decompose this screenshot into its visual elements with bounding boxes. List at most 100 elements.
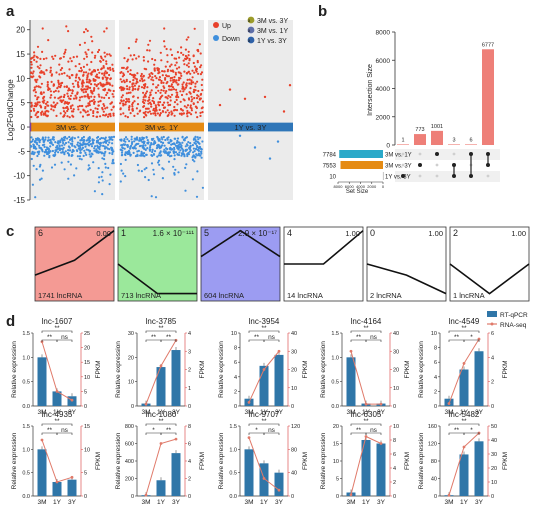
d-right-axis-title: FPKM (95, 360, 102, 378)
a-point-down (181, 135, 184, 138)
a-point-up (196, 59, 199, 63)
a-point-down (140, 150, 143, 153)
a-point-up (188, 59, 191, 62)
d-right-tick-label: 4 (393, 466, 396, 472)
a-point-up (194, 111, 197, 114)
a-point-up (40, 82, 44, 85)
a-point-up (170, 88, 173, 91)
a-point-down (67, 141, 70, 144)
d-rnaseq-point (364, 402, 368, 406)
a-point-up (60, 82, 63, 85)
a-point-down (151, 148, 154, 151)
a-point-down (111, 152, 114, 156)
a-point-up (200, 71, 204, 74)
a-point-up (75, 55, 79, 58)
a-point-up (56, 102, 59, 105)
d-gene-title: lnc-6305 (351, 410, 382, 419)
a-point-up (88, 102, 91, 105)
a-point-up (91, 51, 94, 54)
a-point-up (38, 75, 41, 78)
a-point-down (45, 150, 48, 153)
a-point-down (191, 158, 194, 161)
a-point-down (184, 189, 187, 192)
a-point-down (121, 147, 124, 150)
d-x-tick-label: 3M (244, 409, 253, 416)
d-right-tick-label: 40 (291, 471, 297, 477)
a-point-up (121, 75, 124, 78)
a-legend-down-label: Down (222, 36, 240, 43)
a-point-up (125, 85, 129, 88)
a-point-down (84, 151, 87, 154)
d-sig-bracket (463, 432, 480, 435)
a-point-up (53, 96, 57, 99)
a-point-up (94, 75, 97, 78)
d-sig-bracket (56, 339, 73, 342)
a-point-up (67, 102, 70, 105)
a-point-up (120, 80, 123, 83)
a-point-up (67, 60, 70, 63)
a-point-up (179, 90, 182, 93)
d-left-tick-label: 80 (431, 459, 437, 465)
a-point-up (36, 101, 39, 104)
a-point-down (196, 141, 199, 144)
a-point-up (157, 67, 160, 70)
a-point-up (46, 101, 49, 104)
a-point-up (95, 115, 98, 118)
a-point-up (131, 85, 134, 88)
d-sig-label: ** (261, 325, 267, 332)
a-point-down (145, 166, 148, 170)
a-point-up (144, 110, 147, 113)
a-point-down (38, 144, 41, 147)
c-cluster-count: 1 lncRNA (453, 291, 485, 300)
a-point-up (187, 65, 190, 68)
d-left-axis-title: Relative expression (418, 432, 425, 489)
a-point-up (125, 80, 128, 83)
a-point-down (150, 195, 153, 198)
a-point-down (68, 135, 71, 139)
d-x-tick-label: 3M (141, 409, 150, 416)
a-point-up (97, 104, 100, 107)
a-point-down (81, 146, 85, 149)
a-point-up (142, 98, 145, 101)
a-point-up (106, 91, 109, 94)
a-point-up (196, 80, 199, 83)
a-legend-up-dot (213, 22, 219, 28)
d-sig-label: ** (356, 334, 362, 341)
a-point-up (109, 54, 112, 57)
b-y-tick-label: 4000 (376, 86, 391, 93)
d-rnaseq-point (447, 402, 451, 405)
d-sig-bracket (365, 339, 382, 342)
d-sig-bracket (160, 339, 177, 342)
a-point-up (183, 105, 186, 108)
a-point-down (120, 169, 123, 172)
d-x-tick-label: 1Y (362, 409, 371, 416)
a-point-up (172, 81, 175, 84)
a-point-down (35, 141, 38, 144)
a-point-up (126, 87, 129, 91)
a-point-up (180, 74, 183, 77)
a-point-up (95, 84, 98, 88)
a-point-down (80, 148, 83, 151)
a-legend-comparison-letter: a (248, 28, 251, 33)
a-point-up (196, 116, 199, 119)
a-point-up (150, 105, 153, 108)
a-point-down (112, 162, 115, 165)
b-y-tick-label: 2000 (376, 114, 391, 121)
a-point-down (158, 139, 161, 142)
a-point-up (152, 83, 155, 86)
d-x-tick-label: 3M (37, 409, 46, 416)
a-point-up (166, 101, 169, 104)
a-point-up (163, 70, 166, 73)
a-point-up (188, 78, 191, 81)
a-point-down (80, 138, 83, 141)
a-point-up (129, 91, 132, 94)
d-qpcr-bar (67, 479, 77, 496)
a-point-up (52, 109, 55, 112)
a-point-down (61, 144, 64, 147)
d-left-tick-label: 8 (234, 346, 237, 352)
a-point-up (99, 60, 102, 63)
a-point-down (165, 152, 168, 155)
a-point-up (49, 66, 52, 69)
a-point-up (129, 112, 132, 115)
a-point-up (103, 30, 106, 33)
